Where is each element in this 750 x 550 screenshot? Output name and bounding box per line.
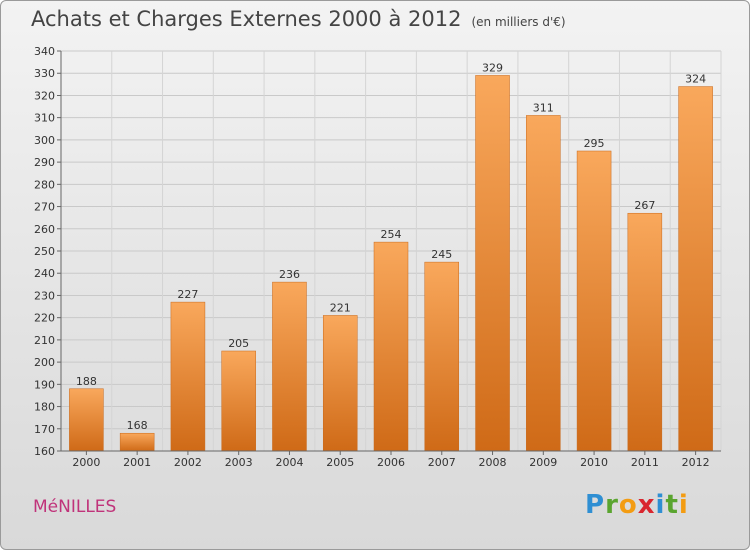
y-tick-label: 300	[34, 134, 55, 147]
bar-value-label: 295	[584, 137, 605, 150]
y-tick-label: 220	[34, 312, 55, 325]
proxiti-logo: Proxiti	[585, 490, 689, 520]
bar-value-label: 254	[381, 228, 402, 241]
y-tick-label: 170	[34, 423, 55, 436]
bar-2007	[424, 261, 460, 452]
bar-value-label: 245	[431, 248, 452, 261]
y-tick-label: 260	[34, 223, 55, 236]
x-tick-label: 2007	[428, 456, 456, 469]
bar-value-label: 205	[228, 337, 249, 350]
bar-value-label: 221	[330, 301, 351, 314]
x-tick-label: 2006	[377, 456, 405, 469]
bars: 188 168 227 205 236 221 254 245 329 311 295 267 324	[69, 61, 713, 452]
bar-2000	[69, 388, 104, 452]
bar-2008	[475, 75, 510, 452]
x-tick-label: 2011	[631, 456, 659, 469]
y-tick-label: 210	[34, 334, 55, 347]
y-tick-label: 330	[34, 67, 55, 80]
bar-2006	[373, 241, 409, 452]
bar-value-label: 227	[177, 288, 198, 301]
bar-value-label: 188	[76, 375, 97, 388]
y-tick-label: 190	[34, 378, 55, 391]
x-tick-label: 2000	[72, 456, 100, 469]
unit-note: (en milliers d'€)	[471, 15, 566, 29]
x-tick-label: 2002	[174, 456, 202, 469]
bar-2002	[170, 301, 206, 452]
bar-value-label: 324	[685, 73, 706, 86]
bar-2010	[576, 150, 612, 452]
bar-2001	[119, 432, 155, 452]
y-tick-label: 180	[34, 401, 55, 414]
x-tick-label: 2008	[479, 456, 507, 469]
logo-letter: r	[605, 490, 619, 520]
bar-value-label: 267	[634, 199, 655, 212]
bar-value-label: 168	[127, 419, 148, 432]
bar-2009	[526, 115, 561, 452]
x-tick-label: 2003	[225, 456, 253, 469]
y-tick-label: 310	[34, 112, 55, 125]
y-tick-label: 200	[34, 356, 55, 369]
x-tick-label: 2010	[580, 456, 608, 469]
bar-value-label: 236	[279, 268, 300, 281]
x-tick-label: 2012	[682, 456, 710, 469]
y-tick-label: 340	[34, 45, 55, 58]
bar-2012	[678, 86, 713, 452]
y-tick-label: 240	[34, 267, 55, 280]
y-tick-label: 270	[34, 201, 55, 214]
logo-letter: x	[637, 490, 656, 520]
y-tick-label: 290	[34, 156, 55, 169]
bar-2004	[272, 281, 307, 452]
logo-letter: i	[678, 490, 689, 520]
y-tick-label: 160	[34, 445, 55, 458]
x-tick-label: 2004	[275, 456, 303, 469]
y-tick-label: 280	[34, 178, 55, 191]
logo-letter: P	[585, 490, 606, 520]
commune-name: MéNILLES	[33, 497, 117, 517]
chart-title: Achats et Charges Externes 2000 à 2012 (e…	[31, 7, 566, 31]
bar-2011	[627, 212, 663, 452]
x-tick-label: 2009	[529, 456, 557, 469]
logo-letter: o	[618, 490, 638, 520]
y-tick-label: 320	[34, 89, 55, 102]
logo-letter: i	[655, 490, 666, 520]
x-tick-label: 2005	[326, 456, 354, 469]
title-text: Achats et Charges Externes 2000 à 2012	[31, 7, 462, 31]
bar-2003	[221, 350, 256, 452]
y-tick-label: 230	[34, 289, 55, 302]
axes: 160 170 180 190 200 210 220 230 240 250 260 270 280 2…	[34, 45, 721, 469]
bar-value-label: 311	[533, 101, 554, 114]
bar-2005	[322, 315, 358, 452]
logo-letter: t	[665, 490, 679, 520]
y-tick-label: 250	[34, 245, 55, 258]
bar-value-label: 329	[482, 61, 503, 74]
x-tick-label: 2001	[123, 456, 151, 469]
